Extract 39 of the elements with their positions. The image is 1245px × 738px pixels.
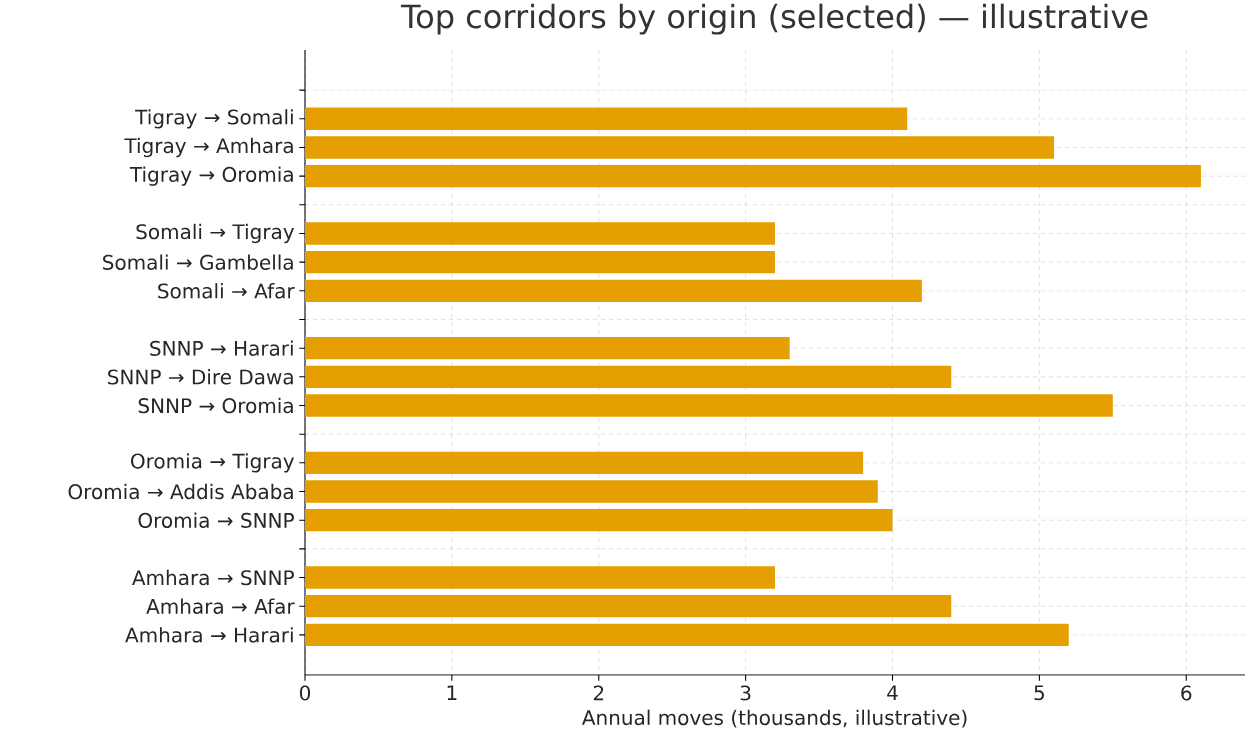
bar (305, 222, 775, 245)
bar (305, 365, 952, 389)
y-tick-label: Somali → Tigray (136, 223, 295, 244)
y-tick-label: Amhara → SNNP (132, 569, 294, 586)
bar (305, 394, 1113, 417)
x-tick-label: 4 (887, 685, 898, 700)
y-tick-label: Amhara → Afar (146, 598, 295, 614)
x-tick-label: 6 (1181, 685, 1192, 701)
bar (305, 250, 775, 274)
y-tick-label: Tigray → Somali (135, 109, 293, 129)
bar (305, 136, 1055, 159)
bar (305, 566, 775, 589)
chart-title: Top corridors by origin (selected) — illustrative (400, 3, 1148, 35)
y-tick-label: Oromia → Tigray (131, 453, 295, 473)
x-tick-label: 1 (447, 685, 457, 700)
y-tick-label: Somali → Afar (158, 283, 295, 299)
x-axis-title: Annual moves (thousands, illustrative) (581, 709, 967, 728)
x-tick-label: 5 (1034, 685, 1044, 701)
bar (305, 623, 1069, 647)
y-tick-label: Tigray → Oromia (129, 166, 293, 186)
y-tick-label: Oromia → Addis Ababa (68, 483, 293, 500)
bar (305, 107, 908, 130)
y-tick-label: SNNP → Dire Dawa (108, 369, 293, 385)
bar (305, 279, 922, 302)
x-tick-label: 3 (740, 685, 751, 701)
bar (305, 336, 790, 360)
y-tick-label: Amhara → Harari (125, 627, 293, 643)
x-tick-label: 0 (299, 685, 311, 701)
y-tick-label: Somali → Gambella (103, 254, 293, 270)
bar (305, 509, 893, 532)
y-tick-label: SNNP → Oromia (138, 397, 293, 414)
bar (305, 451, 864, 475)
bar (305, 164, 1201, 188)
y-tick-label: Oromia → SNNP (138, 512, 294, 528)
bar (305, 480, 878, 503)
x-tick-label: 2 (593, 685, 604, 701)
y-tick-label: SNNP → Harari (150, 340, 293, 356)
y-tick-label: Tigray → Amhara (124, 137, 293, 158)
bar (305, 595, 952, 618)
